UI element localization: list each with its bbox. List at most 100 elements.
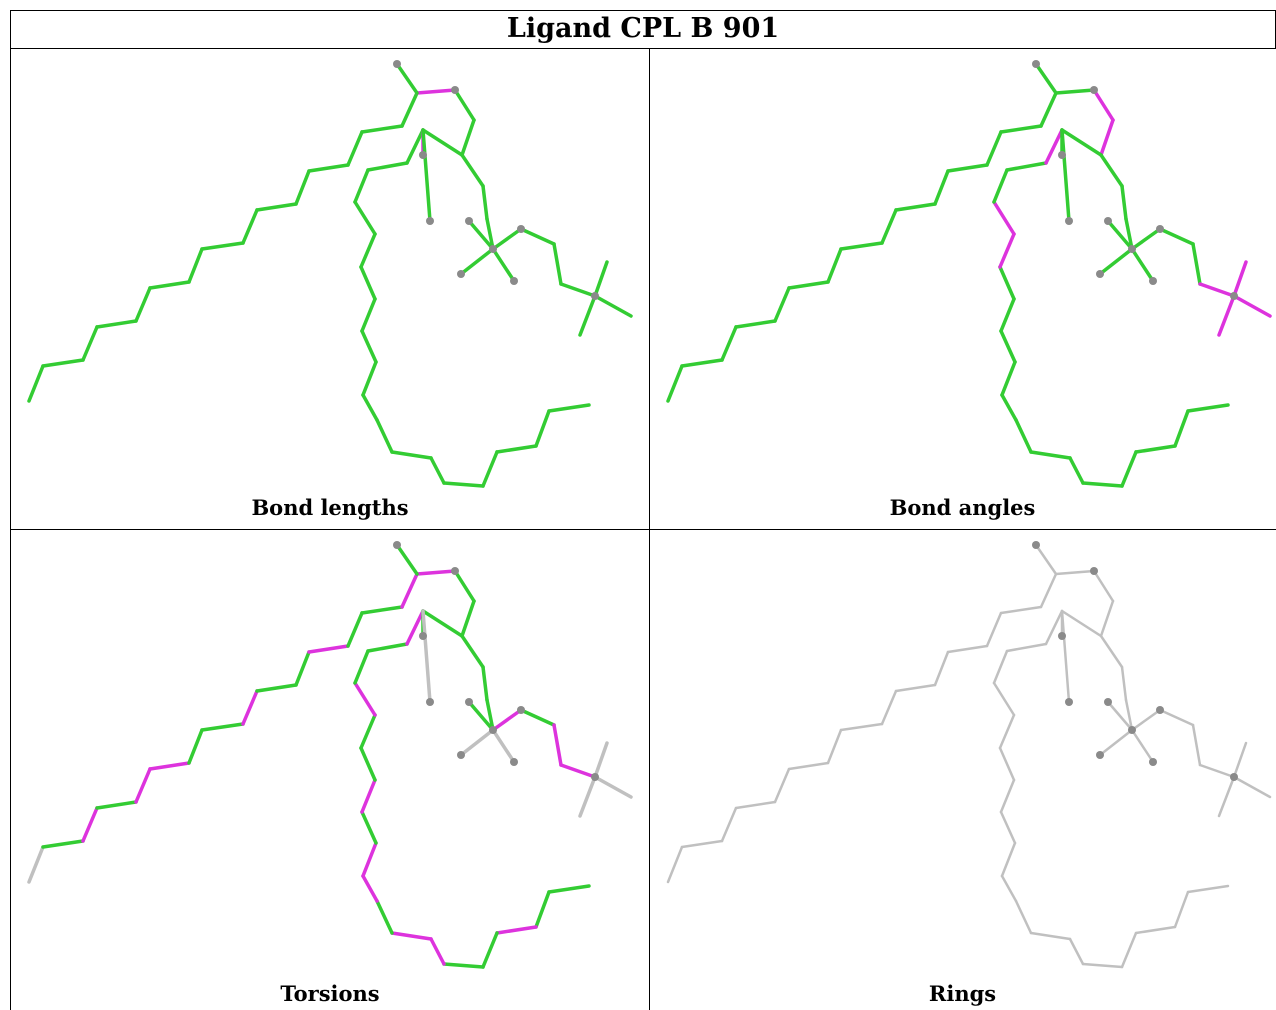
bond-33 (1054, 569, 1096, 576)
atom-3 (465, 698, 473, 706)
bond-8 (880, 689, 898, 726)
bond-27 (359, 265, 377, 301)
bond-36 (1099, 153, 1124, 188)
bond-46 (1098, 728, 1134, 757)
bond-1 (41, 839, 85, 849)
bond-33 (415, 88, 457, 95)
bond-3 (734, 800, 777, 810)
bond-11 (307, 163, 350, 173)
bond-10 (294, 650, 311, 687)
atom-6 (1149, 277, 1157, 285)
column-divider (649, 48, 650, 1010)
atom-3 (1104, 217, 1112, 225)
bond-34 (1092, 88, 1115, 122)
bond-3 (95, 319, 138, 329)
atom-5 (1096, 270, 1104, 278)
panel-bond-angles: Bond angles (650, 49, 1275, 529)
bond-35 (1099, 599, 1115, 638)
bond-32 (1044, 609, 1064, 646)
bond-24 (1000, 360, 1017, 397)
bond-7 (200, 241, 245, 251)
bond-9 (894, 683, 937, 693)
bond-9 (255, 683, 298, 693)
bond-40 (1158, 708, 1195, 727)
bond-2 (720, 806, 738, 843)
bond-12 (346, 611, 364, 648)
bond-27 (998, 265, 1016, 301)
bond-19 (1081, 481, 1124, 488)
bond-42 (559, 763, 597, 779)
bond-28 (359, 713, 377, 750)
bond-50 (421, 609, 464, 638)
bond-48 (1106, 700, 1134, 732)
bond-18 (1120, 450, 1138, 488)
top-border (10, 10, 1276, 11)
bond-26 (999, 297, 1016, 333)
bond-15 (547, 403, 591, 413)
bond-24 (361, 360, 378, 397)
atom-6 (1149, 758, 1157, 766)
bond-10 (294, 169, 311, 206)
bond-37 (481, 184, 489, 221)
bond-40 (519, 227, 556, 246)
bond-10 (933, 650, 950, 687)
atom-4 (517, 706, 525, 714)
caption-bond-lengths: Bond lengths (251, 495, 409, 520)
caption-bond-angles: Bond angles (889, 495, 1036, 520)
atom-2 (1058, 151, 1066, 159)
atom-6 (510, 277, 518, 285)
bond-27 (998, 746, 1016, 782)
row-divider (10, 529, 1276, 530)
bond-20 (1068, 456, 1085, 485)
bond-24 (1000, 841, 1017, 878)
atom-8 (489, 726, 497, 734)
bond-19 (1081, 962, 1124, 969)
bond-50 (1060, 609, 1103, 638)
bond-9 (255, 202, 298, 212)
atom-0 (393, 541, 401, 549)
bond-21 (390, 450, 433, 460)
molecule-bond-angles (666, 60, 1272, 488)
bond-52 (1060, 128, 1071, 223)
atom-8 (1128, 726, 1136, 734)
bond-42 (1198, 282, 1236, 298)
atom-0 (1032, 541, 1040, 549)
atom-7 (1230, 773, 1238, 781)
bond-44 (1232, 775, 1272, 799)
atom-1 (451, 86, 459, 94)
bond-0 (666, 364, 684, 403)
bond-23 (1000, 393, 1018, 422)
bond-44 (593, 775, 633, 799)
bond-39 (1130, 227, 1162, 251)
bond-1 (41, 358, 85, 368)
bond-13 (360, 124, 404, 134)
bond-30 (992, 649, 1009, 685)
bond-38 (1124, 698, 1134, 732)
bond-43 (1217, 294, 1236, 337)
bond-1 (680, 839, 724, 849)
atom-0 (1032, 60, 1040, 68)
bond-22 (1014, 418, 1033, 454)
molecule-rings (666, 541, 1272, 969)
bond-41 (552, 723, 563, 767)
bond-28 (359, 232, 377, 269)
bond-18 (481, 931, 499, 969)
bond-52 (1060, 609, 1071, 704)
bond-17 (1134, 444, 1177, 454)
bond-13 (999, 605, 1043, 615)
bond-33 (1054, 88, 1096, 95)
bond-34 (453, 569, 476, 603)
atom-1 (1090, 567, 1098, 575)
bond-35 (1099, 118, 1115, 157)
atom-2 (419, 632, 427, 640)
caption-torsions: Torsions (280, 981, 380, 1006)
bond-8 (241, 689, 259, 726)
bond-3 (95, 800, 138, 810)
atom-7 (591, 292, 599, 300)
bond-25 (360, 329, 378, 364)
bond-15 (1186, 403, 1230, 413)
bond-52 (421, 128, 432, 223)
bond-12 (346, 130, 364, 167)
bond-6 (826, 728, 843, 765)
atom-2 (419, 151, 427, 159)
